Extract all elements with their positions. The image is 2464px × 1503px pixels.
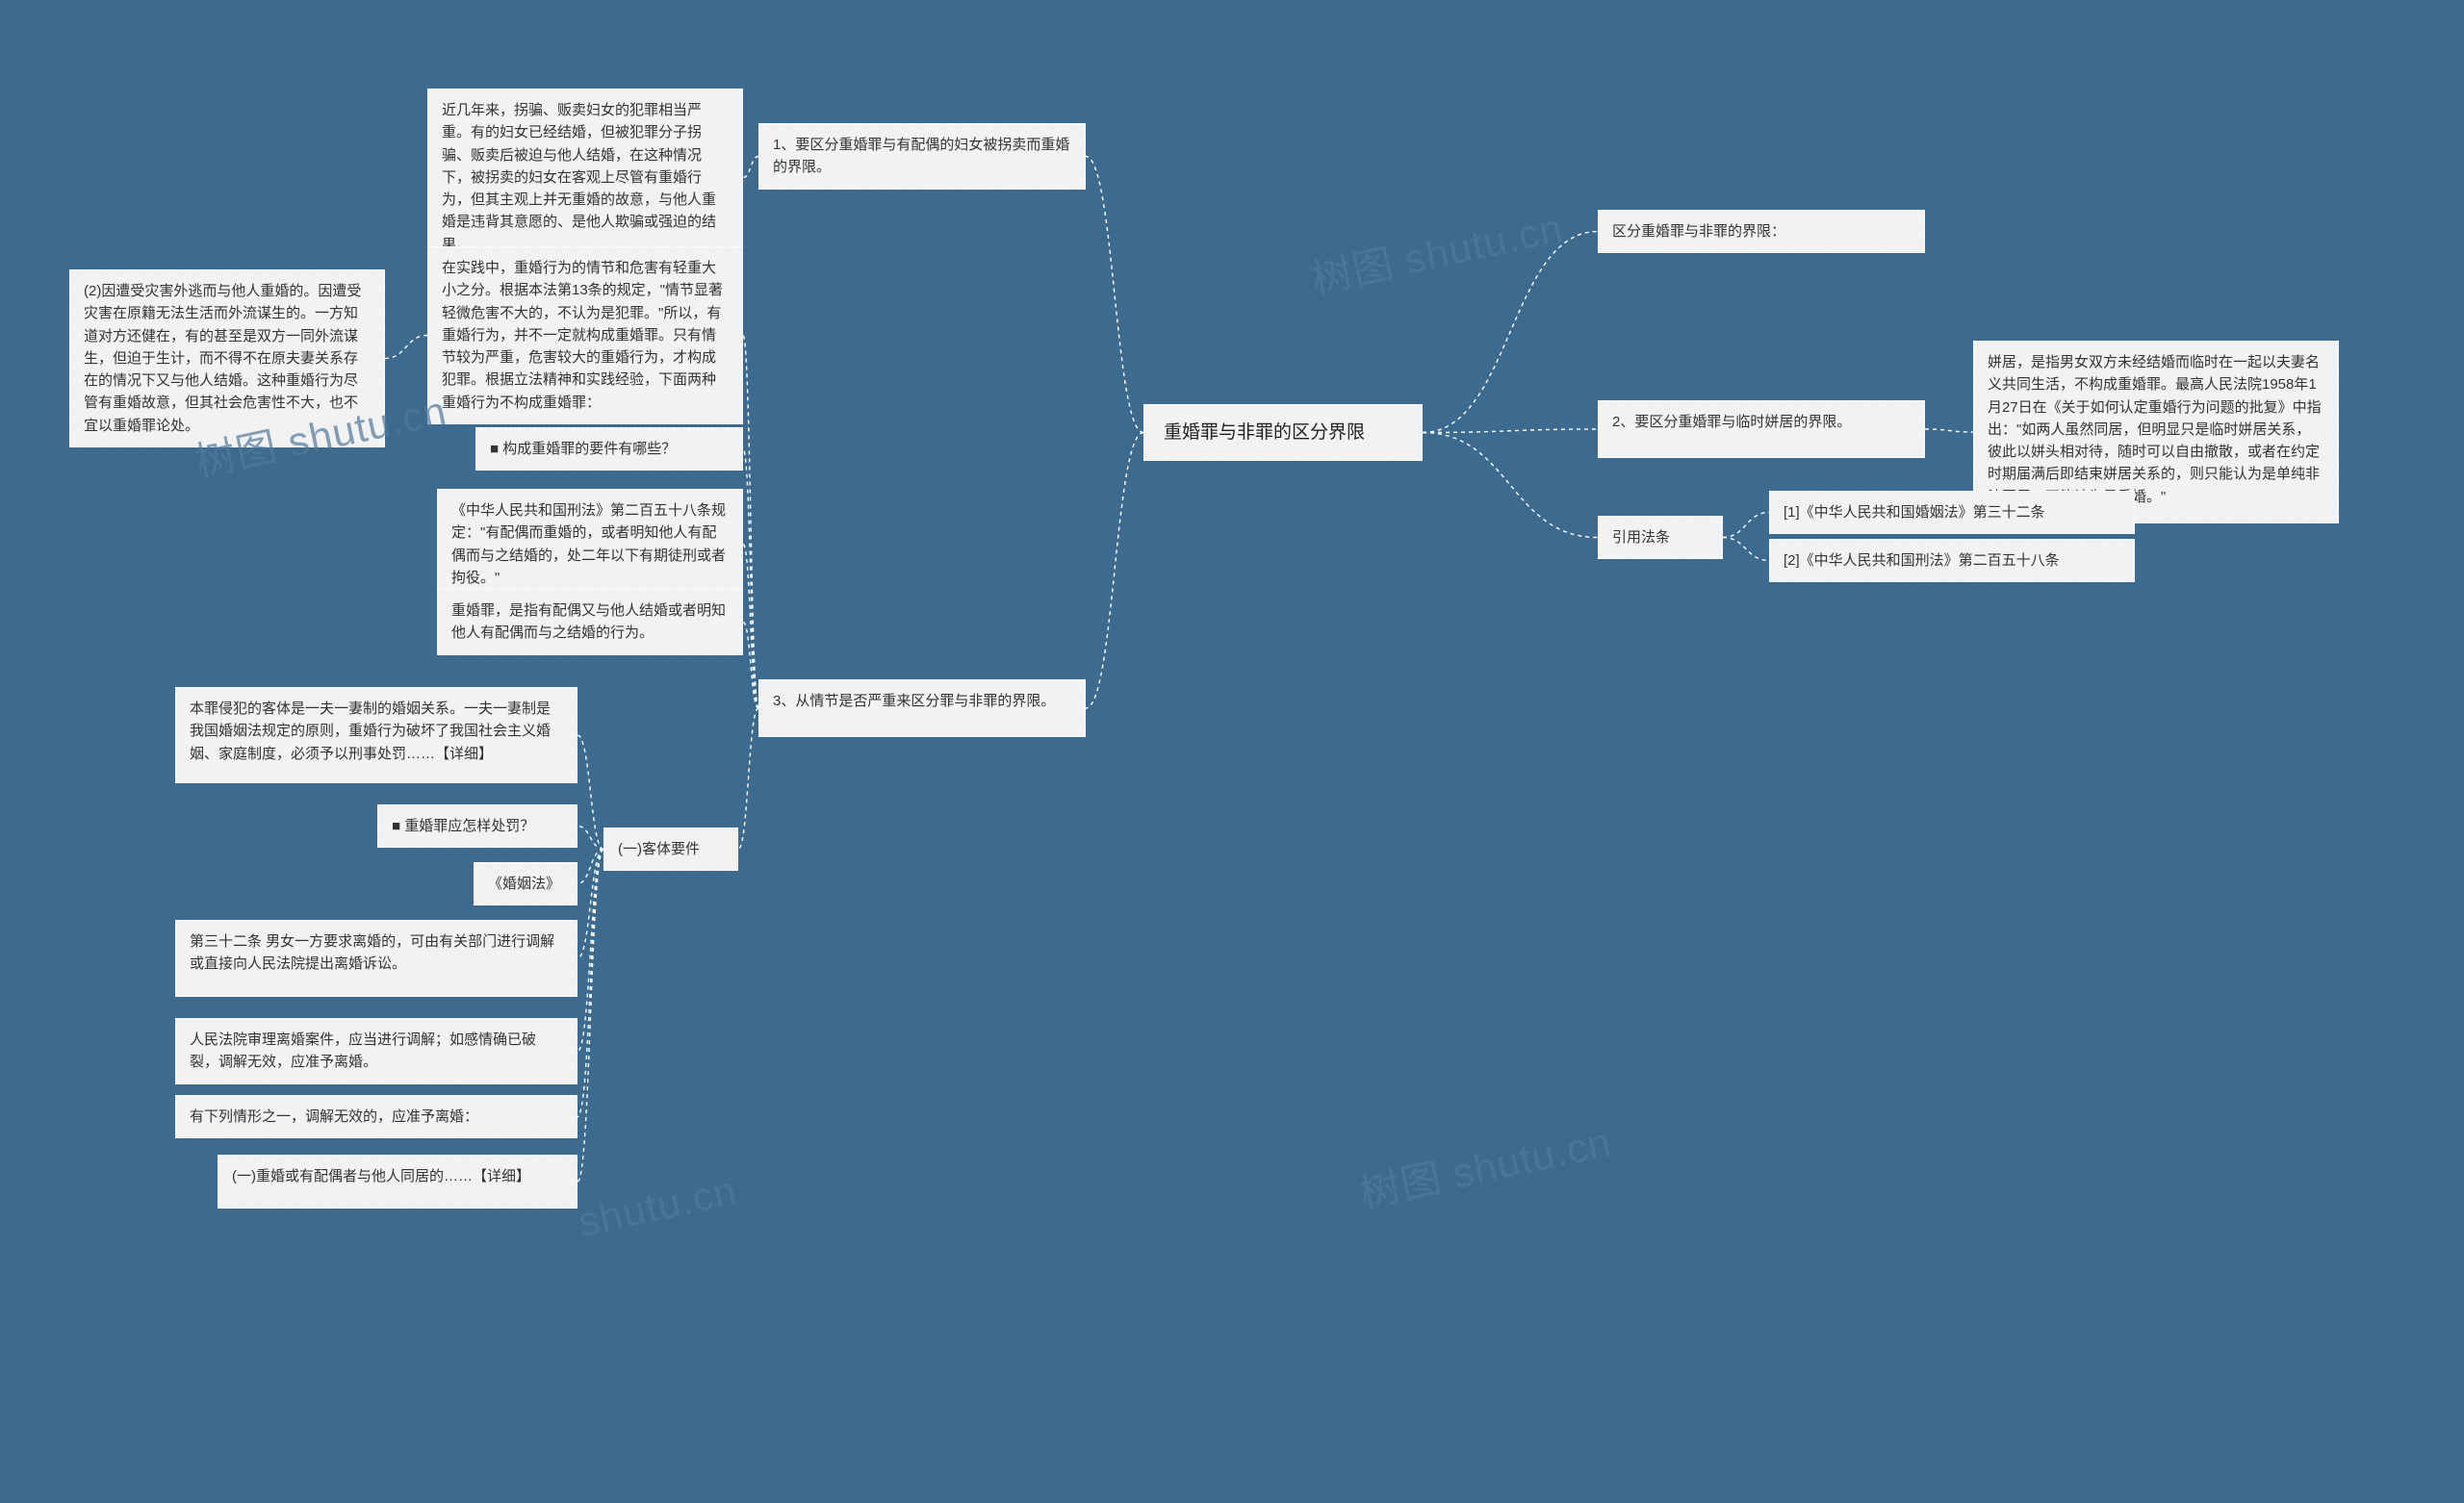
connector bbox=[578, 850, 603, 1117]
watermark: 树图 shutu.cn bbox=[1306, 195, 1568, 306]
mindmap-node-l1d[interactable]: 近几年来，拐骗、贩卖妇女的犯罪相当严重。有的妇女已经结婚，但被犯罪分子拐骗、贩卖… bbox=[427, 89, 743, 267]
connector bbox=[738, 708, 758, 850]
connector bbox=[1423, 433, 1598, 538]
connector bbox=[578, 850, 603, 884]
connector bbox=[1086, 157, 1143, 433]
mindmap-node-root[interactable]: 重婚罪与非罪的区分界限 bbox=[1143, 404, 1423, 461]
connector bbox=[578, 850, 603, 1052]
connector bbox=[578, 735, 603, 850]
connector bbox=[1423, 429, 1598, 433]
connector bbox=[385, 336, 427, 359]
mindmap-node-l3e3[interactable]: 《婚姻法》 bbox=[474, 862, 578, 905]
watermark: 树图 shutu.cn bbox=[1354, 1109, 1616, 1220]
mindmap-node-l3b[interactable]: ■ 构成重婚罪的要件有哪些？ bbox=[475, 427, 743, 471]
connector bbox=[1925, 429, 1973, 432]
connector bbox=[743, 449, 758, 709]
mindmap-node-l3c[interactable]: 《中华人民共和国刑法》第二百五十八条规定："有配偶而重婚的，或者明知他人有配偶而… bbox=[437, 489, 743, 599]
connector bbox=[743, 336, 758, 709]
mindmap-node-l3e5[interactable]: 人民法院审理离婚案件，应当进行调解；如感情确已破裂，调解无效，应准予离婚。 bbox=[175, 1018, 578, 1084]
mindmap-node-r1[interactable]: 区分重婚罪与非罪的界限： bbox=[1598, 210, 1925, 253]
connector bbox=[743, 623, 758, 709]
connector bbox=[1723, 513, 1769, 538]
mindmap-node-l3e6[interactable]: 有下列情形之一，调解无效的，应准予离婚： bbox=[175, 1095, 578, 1138]
mindmap-node-r2[interactable]: 2、要区分重婚罪与临时姘居的界限。 bbox=[1598, 400, 1925, 458]
connector bbox=[1423, 232, 1598, 433]
mindmap-node-l1[interactable]: 1、要区分重婚罪与有配偶的妇女被拐卖而重婚的界限。 bbox=[758, 123, 1086, 190]
mindmap-node-r3b[interactable]: [2]《中华人民共和国刑法》第二百五十八条 bbox=[1769, 539, 2135, 582]
mindmap-node-l3e1[interactable]: 本罪侵犯的客体是一夫一妻制的婚姻关系。一夫一妻制是我国婚姻法规定的原则，重婚行为… bbox=[175, 687, 578, 783]
mindmap-node-r3[interactable]: 引用法条 bbox=[1598, 516, 1723, 559]
mindmap-node-l3a_s[interactable]: (2)因遭受灾害外逃而与他人重婚的。因遭受灾害在原籍无法生活而外流谋生的。一方知… bbox=[69, 269, 385, 447]
connector bbox=[1086, 433, 1143, 709]
mindmap-node-l3d[interactable]: 重婚罪，是指有配偶又与他人结婚或者明知他人有配偶而与之结婚的行为。 bbox=[437, 589, 743, 655]
connector bbox=[743, 545, 758, 709]
connector bbox=[578, 850, 603, 959]
mindmap-node-l3[interactable]: 3、从情节是否严重来区分罪与非罪的界限。 bbox=[758, 679, 1086, 737]
mindmap-node-r3a[interactable]: [1]《中华人民共和国婚姻法》第三十二条 bbox=[1769, 491, 2135, 534]
watermark: shutu.cn bbox=[575, 1167, 741, 1246]
connector bbox=[1723, 538, 1769, 561]
connector bbox=[578, 850, 603, 1183]
connector bbox=[578, 827, 603, 850]
mindmap-node-l3a[interactable]: 在实践中，重婚行为的情节和危害有轻重大小之分。根据本法第13条的规定，"情节显著… bbox=[427, 246, 743, 424]
connector bbox=[743, 157, 758, 178]
mindmap-node-l3e[interactable]: (一)客体要件 bbox=[603, 828, 738, 871]
mindmap-node-l3e7[interactable]: (一)重婚或有配偶者与他人同居的……【详细】 bbox=[218, 1155, 578, 1209]
mindmap-node-l3e4[interactable]: 第三十二条 男女一方要求离婚的，可由有关部门进行调解或直接向人民法院提出离婚诉讼… bbox=[175, 920, 578, 997]
mindmap-node-l3e2[interactable]: ■ 重婚罪应怎样处罚？ bbox=[377, 804, 578, 848]
